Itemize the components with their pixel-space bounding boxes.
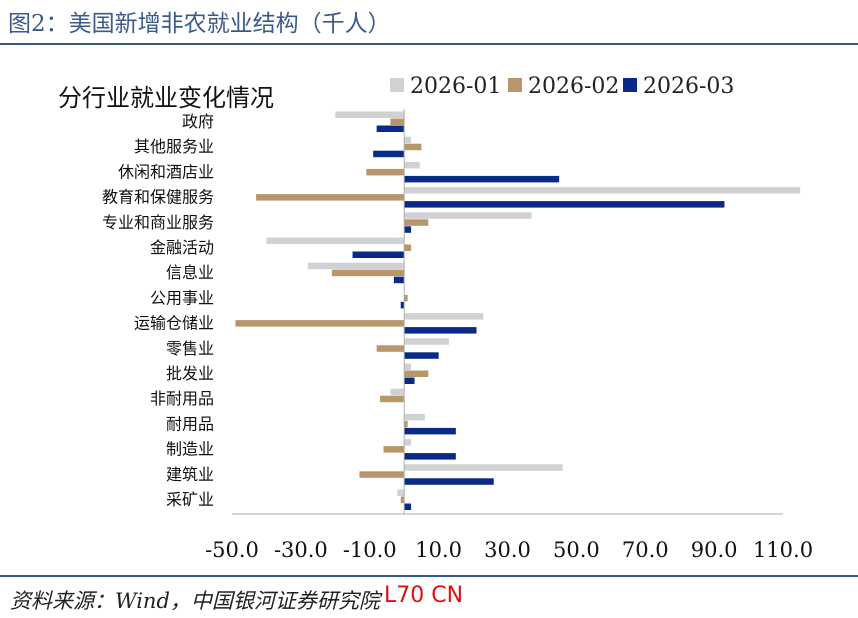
- category-label: 耐用品: [166, 414, 214, 433]
- category-label: 信息业: [166, 263, 214, 282]
- bar-2026-02-制造业: [383, 446, 405, 453]
- bar-2026-03-其他服务业: [373, 150, 405, 158]
- bar-2026-03-教育和保健服务: [404, 201, 725, 208]
- x-tick-label: 110.0: [753, 538, 813, 562]
- bar-2026-02-政府: [390, 118, 405, 125]
- bar-2026-03-运输仓储业: [404, 327, 477, 334]
- bar-2026-01-批发业: [404, 363, 412, 370]
- bar-2026-03-公用事业: [400, 301, 405, 309]
- x-tick-label: 30.0: [484, 538, 531, 562]
- x-tick-label: 90.0: [691, 538, 738, 562]
- bar-2026-01-采矿业: [397, 489, 405, 496]
- bar-2026-02-其他服务业: [404, 143, 422, 151]
- bar-2026-02-运输仓储业: [235, 320, 405, 327]
- category-label: 其他服务业: [134, 137, 214, 156]
- bar-2026-03-采矿业: [404, 503, 412, 510]
- category-label: 休闲和酒店业: [118, 162, 214, 181]
- bar-2026-03-金融活动: [352, 251, 405, 258]
- bar-2026-01-专业和商业服务: [404, 212, 532, 219]
- legend-swatch-2026-03: [623, 78, 637, 92]
- bar-2026-03-零售业: [404, 352, 439, 359]
- top-rule: [0, 43, 858, 45]
- category-label: 金融活动: [150, 238, 214, 257]
- bar-2026-03-批发业: [404, 377, 415, 384]
- category-label: 教育和保健服务: [102, 188, 214, 207]
- category-label: 非耐用品: [150, 389, 214, 408]
- category-label: 建筑业: [166, 465, 214, 484]
- bar-2026-03-专业和商业服务: [404, 226, 412, 233]
- bar-2026-02-零售业: [376, 345, 405, 352]
- watermark: L70 CN: [384, 583, 464, 608]
- bar-2026-02-批发业: [404, 370, 429, 377]
- bar-2026-02-耐用品: [404, 420, 408, 428]
- bar-2026-03-休闲和酒店业: [404, 175, 560, 183]
- bar-2026-01-建筑业: [404, 464, 563, 471]
- legend-label-2026-03: 2026-03: [643, 74, 734, 99]
- figure-title: 图2：美国新增非农就业结构（千人）: [8, 11, 391, 37]
- bar-2026-02-金融活动: [404, 244, 412, 251]
- bar-2026-01-零售业: [404, 338, 449, 345]
- bar-2026-03-耐用品: [404, 427, 456, 435]
- bar-2026-02-公用事业: [404, 294, 408, 302]
- bar-2026-01-非耐用品: [390, 388, 405, 396]
- bar-2026-03-制造业: [404, 453, 456, 460]
- bar-2026-03-信息业: [393, 276, 405, 284]
- category-label: 采矿业: [166, 490, 214, 509]
- bar-2026-02-采矿业: [400, 496, 405, 503]
- legend-label-2026-01: 2026-01: [410, 74, 501, 99]
- bar-2026-03-政府: [376, 125, 405, 132]
- bottom-rule: [0, 575, 858, 577]
- category-label: 公用事业: [150, 288, 214, 307]
- bar-2026-01-休闲和酒店业: [404, 161, 420, 169]
- x-tick-label: 50.0: [553, 538, 600, 562]
- x-tick-label: 70.0: [622, 538, 669, 562]
- bar-2026-01-教育和保健服务: [404, 187, 801, 194]
- category-label: 批发业: [166, 364, 214, 383]
- bar-2026-01-其他服务业: [404, 136, 412, 144]
- bar-2026-01-耐用品: [404, 413, 425, 421]
- bar-chart: 分行业就业变化情况 2026-01 2026-02 2026-03 政府其他服务业休闲和…: [58, 74, 813, 562]
- x-tick-label: -50.0: [205, 538, 259, 562]
- category-label: 运输仓储业: [134, 314, 214, 333]
- bar-2026-02-教育和保健服务: [256, 194, 405, 201]
- legend-label-2026-02: 2026-02: [528, 74, 619, 99]
- bar-2026-01-运输仓储业: [404, 313, 484, 320]
- legend-swatch-2026-01: [390, 78, 404, 92]
- source-note: 资料来源：Wind，中国银河证券研究院: [10, 589, 380, 613]
- category-label: 专业和商业服务: [102, 213, 214, 232]
- bar-2026-01-金融活动: [266, 237, 405, 244]
- legend-swatch-2026-02: [508, 78, 522, 92]
- bar-2026-03-建筑业: [404, 478, 494, 485]
- bar-2026-02-非耐用品: [380, 395, 405, 403]
- x-tick-label: 10.0: [415, 538, 462, 562]
- bar-2026-02-建筑业: [359, 471, 405, 478]
- x-tick-label: -30.0: [274, 538, 328, 562]
- bar-2026-02-专业和商业服务: [404, 219, 429, 226]
- category-label: 政府: [182, 112, 214, 131]
- bar-2026-01-制造业: [404, 439, 412, 446]
- bar-2026-02-休闲和酒店业: [366, 168, 405, 176]
- category-label: 制造业: [166, 440, 214, 459]
- bar-2026-01-政府: [335, 111, 405, 118]
- x-tick-label: -10.0: [343, 538, 397, 562]
- bar-2026-01-信息业: [307, 262, 405, 270]
- chart-title: 分行业就业变化情况: [58, 84, 274, 112]
- category-label: 零售业: [166, 339, 214, 358]
- bar-2026-02-信息业: [331, 269, 405, 277]
